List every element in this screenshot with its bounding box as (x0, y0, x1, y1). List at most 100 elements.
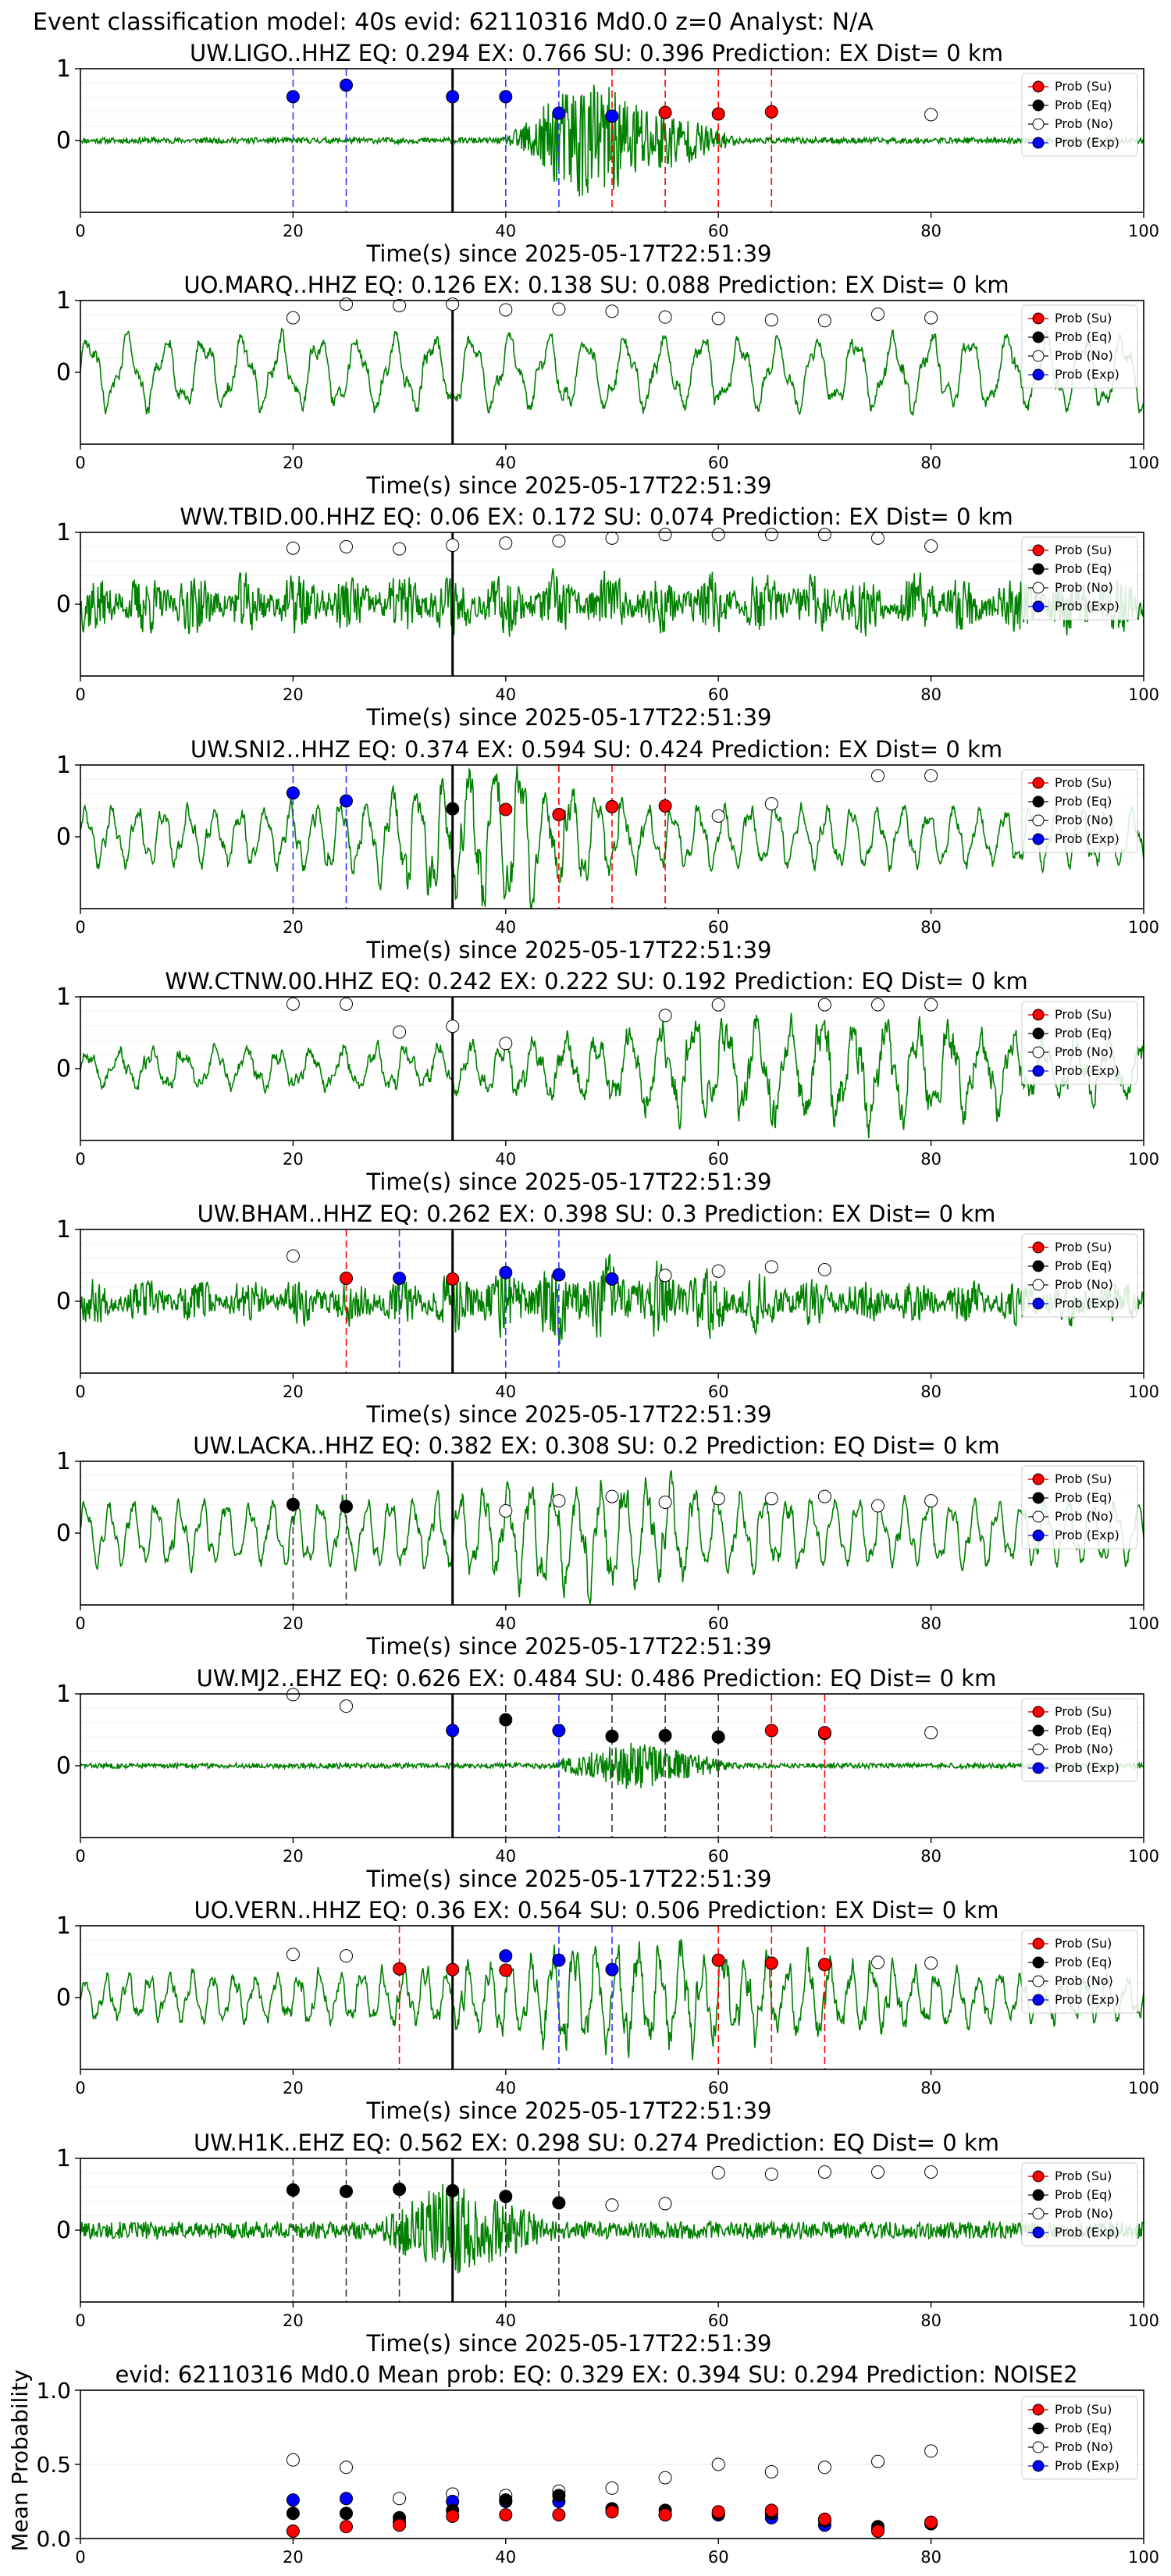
x-axis-label: Time(s) since 2025-05-17T22:51:39 (366, 1633, 772, 1660)
legend-label: Prob (No) (1055, 348, 1113, 363)
x-axis-label: Time(s) since 2025-05-17T22:51:39 (366, 937, 772, 963)
prob-marker-no (286, 311, 300, 325)
prob-marker-su (658, 799, 672, 813)
x-tick-label: 0 (75, 2079, 85, 2097)
panel-title: UW.LACKA..HHZ EQ: 0.382 EX: 0.308 SU: 0.… (193, 1432, 999, 1459)
legend-label: Prob (Eq) (1055, 561, 1112, 576)
x-tick-label: 0 (75, 2548, 85, 2567)
prob-marker-eq (393, 2183, 407, 2197)
x-tick-label: 60 (708, 2548, 729, 2567)
x-tick-label: 0 (75, 1150, 85, 1169)
prob-marker-no (764, 1492, 778, 1506)
legend-frame (1021, 1233, 1138, 1318)
y-tick-label: 0 (56, 1055, 71, 1083)
legend-label: Prob (No) (1055, 1509, 1113, 1524)
panel-title: UW.SNI2..HHZ EQ: 0.374 EX: 0.594 SU: 0.4… (190, 736, 1002, 763)
panel-7: UW.MJ2..EHZ EQ: 0.626 EX: 0.484 SU: 0.48… (56, 1665, 1159, 1892)
legend-label: Prob (Eq) (1055, 2421, 1112, 2435)
x-tick-label: 100 (1128, 918, 1159, 937)
legend-marker-exp (1032, 137, 1045, 149)
prob-marker-no (764, 313, 778, 327)
prob-marker-no (286, 2453, 300, 2467)
x-tick-label: 20 (283, 685, 304, 704)
prob-marker-no (658, 1268, 672, 1283)
x-tick-label: 60 (708, 918, 729, 937)
prob-marker-su (446, 1962, 460, 1976)
prob-marker-eq (286, 1497, 300, 1511)
prob-marker-exp (286, 2493, 300, 2507)
prob-marker-su (446, 1272, 460, 1286)
x-tick-label: 0 (75, 1382, 85, 1401)
prob-marker-eq (499, 2493, 513, 2507)
prob-marker-no (552, 1494, 566, 1508)
prob-marker-no (871, 2454, 884, 2468)
waveform-trace (80, 2183, 1144, 2274)
y-tick-label: 0 (56, 359, 71, 386)
legend-label: Prob (Exp) (1055, 2458, 1119, 2473)
prob-marker-eq (711, 1730, 725, 1744)
prob-marker-su (764, 1724, 778, 1738)
prob-marker-no (711, 311, 725, 326)
prob-marker-exp (340, 78, 353, 92)
prob-marker-no (924, 311, 938, 325)
legend-label: Prob (Exp) (1055, 2225, 1119, 2240)
prob-marker-no (605, 304, 619, 318)
legend-marker-exp (1032, 1994, 1045, 2006)
legend-label: Prob (No) (1055, 1742, 1113, 1756)
legend-label: Prob (Su) (1055, 311, 1112, 326)
y-tick-label: 1 (56, 519, 71, 546)
x-tick-label: 80 (920, 1382, 941, 1401)
prob-marker-eq (499, 2190, 513, 2204)
prob-marker-no (340, 1699, 353, 1713)
x-tick-label: 20 (283, 454, 304, 472)
prob-marker-su (340, 2520, 353, 2534)
prob-marker-su (764, 105, 778, 119)
legend-marker-eq (1032, 331, 1045, 343)
y-tick-label: 1 (56, 1912, 71, 1940)
legend-marker-exp (1032, 1529, 1045, 1542)
x-axis-label: Time(s) since 2025-05-17T22:51:39 (366, 240, 772, 267)
prob-marker-su (605, 799, 619, 813)
legend-marker-eq (1032, 1260, 1045, 1272)
x-tick-label: 0 (75, 222, 85, 240)
panel-10: evid: 62110316 Md0.0 Mean prob: EQ: 0.32… (7, 2361, 1159, 2567)
panels: UW.LIGO..HHZ EQ: 0.294 EX: 0.766 SU: 0.3… (7, 40, 1159, 2567)
prob-marker-no (393, 298, 407, 312)
legend-label: Prob (Eq) (1055, 2187, 1112, 2202)
legend-label: Prob (Su) (1055, 1704, 1112, 1719)
prob-marker-eq (658, 1728, 672, 1742)
legend-label: Prob (No) (1055, 2206, 1113, 2221)
prob-marker-eq (499, 1713, 513, 1727)
prob-marker-no (658, 310, 672, 324)
prob-marker-exp (286, 90, 300, 104)
panel-8: UO.VERN..HHZ EQ: 0.36 EX: 0.564 SU: 0.50… (56, 1897, 1159, 2124)
prob-marker-no (764, 2167, 778, 2181)
x-tick-label: 40 (495, 685, 516, 704)
legend-label: Prob (Exp) (1055, 1063, 1119, 1078)
legend-marker-exp (1032, 1297, 1045, 1310)
y-tick-label: 0 (56, 1752, 71, 1780)
waveform-trace (80, 568, 1144, 637)
legend-label: Prob (No) (1055, 2439, 1113, 2454)
prob-marker-su (924, 2515, 938, 2529)
legend-marker-su (1032, 312, 1045, 325)
x-tick-label: 60 (708, 1847, 729, 1866)
prob-marker-eq (552, 2196, 566, 2210)
prob-marker-no (552, 534, 566, 548)
y-tick-label: 1 (56, 1216, 71, 1244)
prob-marker-su (711, 107, 725, 121)
legend-marker-no (1032, 2441, 1045, 2453)
x-tick-label: 40 (495, 1150, 516, 1169)
legend-marker-su (1032, 544, 1045, 557)
legend-label: Prob (No) (1055, 1044, 1113, 1059)
prob-marker-no (605, 531, 619, 545)
prob-marker-su (499, 2508, 513, 2522)
x-tick-label: 80 (920, 2311, 941, 2330)
prob-marker-su (605, 2505, 619, 2519)
legend-label: Prob (No) (1055, 1277, 1113, 1292)
legend-label: Prob (Exp) (1055, 1528, 1119, 1542)
legend-marker-exp (1032, 1762, 1045, 1774)
legend-marker-su (1032, 2403, 1045, 2416)
legend-frame (1021, 1930, 1138, 2014)
